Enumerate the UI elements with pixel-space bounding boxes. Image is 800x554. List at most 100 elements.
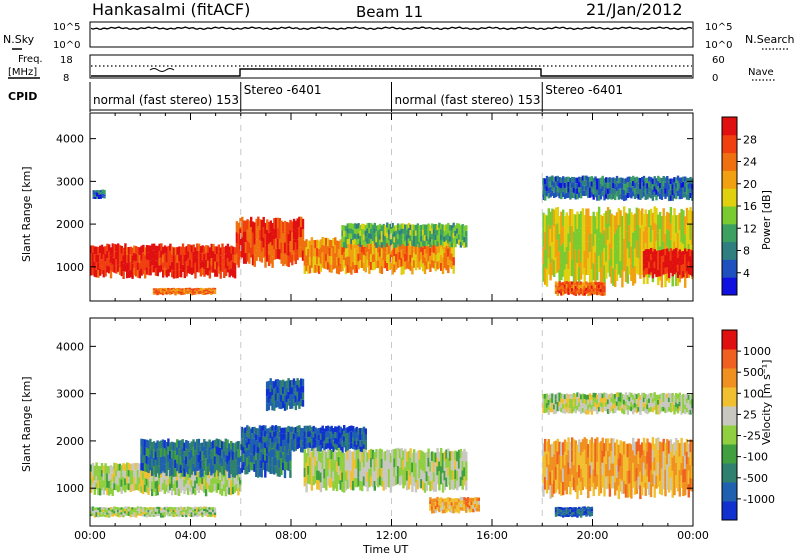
heatmap-cell [621,467,624,481]
heatmap-cell [675,450,678,463]
heatmap-cell [195,455,199,463]
heatmap-cell [649,483,653,498]
heatmap-cell [334,426,337,433]
heatmap-cell [626,176,629,183]
heatmap-cell [181,514,184,517]
heatmap-cell [380,257,384,266]
heatmap-cell [669,266,673,273]
heatmap-cell [267,380,271,389]
heatmap-cell [576,245,579,263]
heatmap-cell [416,451,419,461]
heatmap-cell [651,195,655,201]
heatmap-cell [300,434,303,441]
heatmap-cell [210,291,213,294]
heatmap-cell [258,442,262,449]
heatmap-cell [560,228,563,246]
heatmap-cell [253,255,256,267]
time-axis: 00:00 04:00 08:00 12:00 16:00 20:00 00:00 [74,529,709,542]
heatmap-cell [231,486,235,495]
heatmap-cell [590,513,594,516]
heatmap-cell [400,228,403,234]
heatmap-cell [107,510,111,513]
heatmap-cell [411,266,414,275]
heatmap-cell [554,281,558,285]
heatmap-cell [90,471,93,479]
freq-step-line [91,68,692,77]
heatmap-cell [212,514,215,517]
heatmap-cell [201,267,204,275]
heatmap-cell [194,466,197,476]
heatmap-cell [156,511,159,514]
heatmap-cell [434,224,437,230]
heatmap-cell [282,427,285,434]
heatmap-cell [249,462,253,471]
heatmap-cell [186,289,190,291]
heatmap-cell [145,252,149,260]
heatmap-cell [619,177,622,183]
heatmap-cell [126,247,129,255]
heatmap-cell [664,193,667,199]
heatmap-cell [99,268,102,276]
heatmap-cell [97,510,100,513]
heatmap-cell [341,462,344,473]
heatmap-cell [178,246,181,254]
heatmap-cell [181,509,184,513]
heatmap-cell [195,289,199,291]
heatmap-cell [149,484,152,492]
heatmap-cell [649,402,653,407]
heatmap-cell [364,440,367,447]
heatmap-cell [334,252,337,261]
heatmap-cell [343,482,346,493]
heatmap-cell [588,507,592,510]
heatmap-cell [332,434,335,441]
heatmap-cell [244,433,247,440]
heatmap-cell [153,257,156,266]
heatmap-cell [246,425,249,431]
heatmap-cell [213,292,217,294]
heatmap-cell [165,289,168,292]
heatmap-cell [221,264,224,272]
heatmap-cell [246,251,249,262]
heatmap-cell [129,471,132,479]
heatmap-cell [269,438,272,445]
heatmap-cell [632,175,635,181]
heatmap-cell [142,244,145,253]
freq-strip-frame [89,54,694,79]
heatmap-cell [167,446,170,455]
heatmap-cell [136,469,140,477]
heatmap-cell [685,224,689,241]
heatmap-cell [576,287,579,291]
heatmap-cell [362,426,366,433]
heatmap-cell [563,182,567,189]
heatmap-cell [669,464,673,478]
heatmap-cell [289,451,292,461]
heatmap-cell [373,461,376,472]
heatmap-cell [111,250,114,258]
heatmap-cell [95,507,98,510]
heatmap-cell [250,226,253,238]
heatmap-cell [635,454,638,468]
heatmap-cell [375,458,378,468]
heatmap-cell [221,449,224,458]
heatmap-cell [551,407,554,413]
heatmap-cell [450,245,454,254]
heatmap-cell [386,449,389,459]
freq-strip: Freq. [MHz] 18 8 60 0 Nave [8,54,776,84]
heatmap-cell [122,263,125,272]
heatmap-cell [319,247,323,256]
heatmap-cell [563,251,567,270]
heatmap-cell [684,270,687,288]
heatmap-cell [438,222,441,228]
heatmap-cell [447,233,450,239]
heatmap-cell [662,438,665,452]
heatmap-cell [599,289,603,293]
heatmap-cell [231,442,235,452]
heatmap-cell [685,188,689,195]
heatmap-cell [646,177,649,184]
heatmap-cell [276,467,279,477]
heatmap-cell [328,247,332,256]
heatmap-cell [113,243,116,252]
heatmap-cell [459,230,463,237]
heatmap-cell [170,289,174,292]
